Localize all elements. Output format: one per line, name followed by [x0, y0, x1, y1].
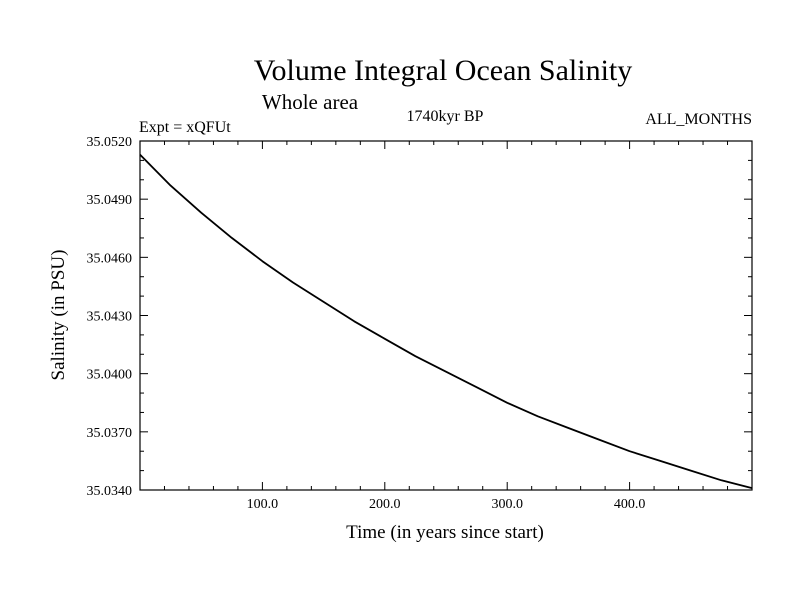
x-tick-label: 200.0	[369, 497, 401, 512]
y-tick-label: 35.0520	[87, 135, 133, 150]
chart-title: Volume Integral Ocean Salinity	[254, 54, 633, 87]
y-tick-label: 35.0490	[87, 193, 133, 208]
period-label: 1740kyr BP	[407, 108, 484, 125]
x-tick-label: 100.0	[247, 497, 279, 512]
y-tick-label: 35.0430	[87, 310, 133, 325]
y-axis-label: Salinity (in PSU)	[48, 250, 69, 381]
chart-subtitle: Whole area	[262, 90, 359, 114]
y-tick-label: 35.0460	[87, 251, 133, 266]
y-tick-label: 35.0370	[87, 426, 133, 441]
x-tick-label: 300.0	[491, 497, 523, 512]
x-tick-label: 400.0	[614, 497, 646, 512]
experiment-label: Expt = xQFUt	[139, 119, 231, 136]
series-line-salinity	[139, 153, 753, 489]
y-tick-label: 35.0400	[87, 368, 133, 383]
y-tick-label: 35.0340	[87, 484, 133, 499]
plot-frame	[139, 140, 753, 491]
months-label: ALL_MONTHS	[645, 111, 752, 128]
x-axis-label: Time (in years since start)	[346, 522, 544, 543]
